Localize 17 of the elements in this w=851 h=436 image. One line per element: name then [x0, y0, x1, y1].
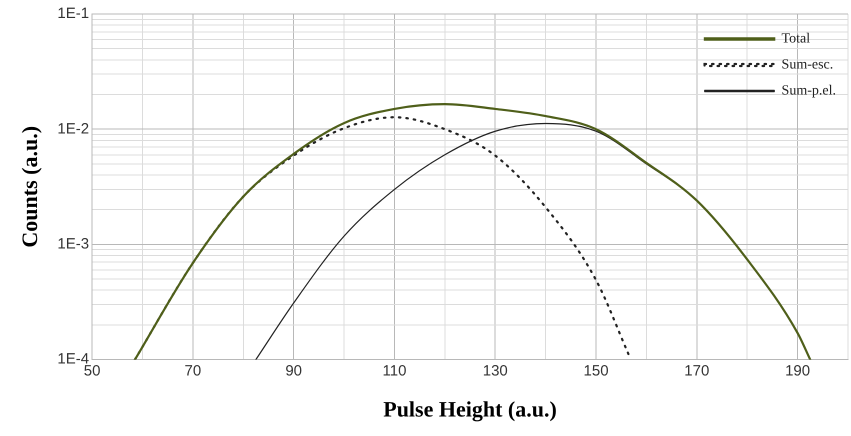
line-series [134, 103, 812, 360]
x-tick-label: 90 [285, 362, 302, 380]
legend-label: Sum-esc. [782, 58, 834, 73]
x-tick-label: 110 [382, 362, 406, 380]
legend-label: Total [782, 32, 810, 47]
x-axis-title: Pulse Height (a.u.) [383, 396, 557, 422]
x-tick-label: 50 [84, 362, 100, 380]
legend-label: Sum-p.el. [782, 84, 836, 99]
x-tick-label: 150 [584, 362, 609, 380]
y-axis-title: Counts (a.u.) [16, 126, 42, 248]
x-tick-label: 190 [785, 362, 810, 380]
y-tick-label: 1E-2 [57, 120, 90, 138]
x-tick-label: 130 [482, 362, 508, 380]
y-tick-label: 1E-3 [57, 236, 90, 253]
y-tick-label: 1E-1 [57, 5, 90, 22]
x-tick-label: 170 [684, 362, 710, 380]
x-tick-label: 70 [184, 362, 202, 380]
